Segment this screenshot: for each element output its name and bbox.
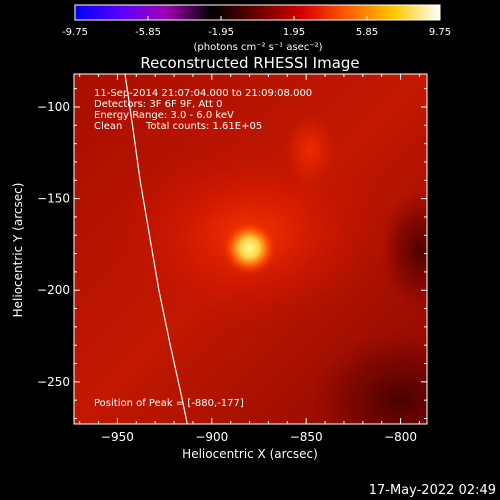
x-axis-ticks: −950 −900 −850 −800 (79, 74, 420, 444)
colorbar-units: (photons cm⁻² s⁻¹ asec⁻²) (193, 42, 322, 53)
colorbar: -9.75 -5.85 -1.95 1.95 5.85 9.75 (photons cm⁻… (62, 4, 451, 53)
annotation-energy: Energy Range: 3.0 - 6.0 keV (94, 110, 234, 121)
dark-region-lower (310, 330, 427, 424)
colorbar-gradient (74, 4, 441, 21)
annotations: 11-Sep-2014 21:07:04.000 to 21:09:08.000… (94, 88, 312, 409)
peak-source (221, 220, 278, 277)
annotation-method: Clean (94, 121, 122, 132)
plot-frame (73, 73, 428, 425)
colorbar-tick-label: -1.95 (208, 27, 234, 38)
y-tick-label: −100 (37, 100, 70, 114)
annotation-peak-position: Position of Peak = [-880,-177] (94, 398, 244, 409)
annotation-detectors: Detectors: 3F 6F 9F, Att 0 (94, 99, 222, 110)
colorbar-tick-label: -9.75 (62, 27, 88, 38)
colorbar-tick-label: 5.85 (356, 27, 378, 38)
x-tick-label: −950 (101, 430, 134, 444)
y-axis-ticks: −100 −150 −200 −250 (37, 88, 427, 420)
colorbar-ticks: -9.75 -5.85 -1.95 1.95 5.85 9.75 (62, 16, 451, 38)
annotation-time-range: 11-Sep-2014 21:07:04.000 to 21:09:08.000 (94, 88, 312, 99)
y-axis-label: Heliocentric Y (arcsec) (11, 183, 25, 318)
annotation-counts: Total counts: 1.61E+05 (145, 121, 262, 132)
dark-region-right (380, 190, 427, 310)
y-tick-label: −250 (37, 375, 70, 389)
footer-timestamp: 17-May-2022 02:49 (369, 483, 496, 498)
colorbar-tick-label: 1.95 (283, 27, 305, 38)
chart-title: Reconstructed RHESSI Image (140, 54, 359, 72)
secondary-knot (285, 115, 335, 185)
y-tick-label: −150 (37, 192, 70, 206)
colorbar-tick-label: -5.85 (135, 27, 161, 38)
solar-limb-line (124, 74, 188, 424)
x-tick-label: −900 (195, 430, 228, 444)
image-area (74, 74, 427, 424)
x-tick-label: −800 (384, 430, 417, 444)
colorbar-tick-label: 9.75 (429, 27, 451, 38)
y-tick-label: −200 (37, 283, 70, 297)
x-axis-label: Heliocentric X (arcsec) (182, 447, 318, 461)
x-tick-label: −850 (290, 430, 323, 444)
